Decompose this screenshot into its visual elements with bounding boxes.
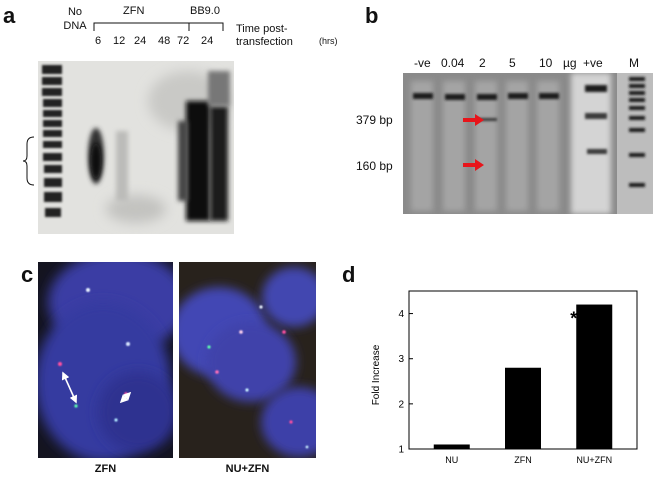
bb-group-label: BB9.0: [190, 5, 220, 17]
lane-label: 5: [509, 56, 516, 70]
bar-zfn: [505, 367, 541, 449]
lane-label: +ve: [583, 56, 603, 70]
zfn-group-label: ZFN: [123, 5, 145, 17]
x-axis-labels: NU ZFN NU+ZFN: [445, 455, 612, 465]
y-axis-label: Fold Increase: [371, 344, 382, 405]
arrow-379-icon: [463, 114, 484, 126]
micrograph-caption-nu-zfn: NU+ZFN: [225, 463, 270, 475]
lane-label: 2: [479, 56, 486, 70]
band-label-379: 379 bp: [356, 113, 393, 127]
y-tick-label: 4: [398, 309, 404, 320]
x-tick-label: ZFN: [514, 455, 532, 465]
x-tick-label: NU: [445, 455, 458, 465]
southern-blot-image: [38, 61, 234, 234]
gel-lane-labels: -ve 0.04 2 5 10 µg +ve M: [400, 56, 650, 72]
panel-b-letter: b: [365, 3, 379, 28]
time-axis-title: Time post- transfection: [236, 23, 293, 48]
time-label: 24: [201, 35, 214, 47]
lane-label: M: [629, 56, 639, 70]
time-label: 24: [134, 35, 147, 47]
micrograph-zfn: [38, 262, 173, 458]
lane-label: µg: [563, 56, 577, 70]
micrograph-caption-zfn: ZFN: [94, 463, 117, 475]
lane-label: 0.04: [441, 56, 465, 70]
lane-label: -ve: [414, 56, 431, 70]
fold-increase-chart: 1 2 3 4 NU ZFN NU+ZFN Fold Increase **: [371, 290, 638, 465]
time-label: 72: [177, 35, 190, 47]
panel-c-letter: c: [21, 262, 34, 287]
arrow-160-icon: [463, 159, 484, 171]
time-label: 6: [95, 35, 102, 47]
no-dna-label: No DNA: [63, 6, 87, 32]
significance-marker: **: [570, 309, 584, 329]
lane-label: 10: [539, 56, 553, 70]
gel-image: [403, 73, 653, 214]
bar-nu: [433, 444, 470, 449]
panel-a-letter: a: [3, 3, 16, 28]
group-brackets: [93, 22, 224, 31]
bars: [433, 304, 613, 449]
time-label: 12: [113, 35, 126, 47]
y-tick-label: 3: [398, 354, 404, 365]
bar-nu-zfn: [576, 304, 613, 449]
y-axis-ticks: 1 2 3 4: [398, 309, 413, 456]
panel-d-letter: d: [342, 262, 356, 287]
arrow-379-shape: [463, 114, 484, 126]
time-label: 48: [158, 35, 171, 47]
y-tick-label: 1: [398, 445, 404, 456]
time-axis-unit: (hrs): [319, 36, 338, 46]
x-tick-label: NU+ZFN: [576, 455, 612, 465]
y-tick-label: 2: [398, 399, 404, 410]
arrow-160-shape: [463, 159, 484, 171]
micrograph-nu-zfn: [179, 262, 316, 458]
band-label-160: 160 bp: [356, 159, 393, 173]
time-labels: 6 12 24 48 72 24: [88, 35, 233, 49]
smear-brace-icon: [22, 136, 35, 186]
